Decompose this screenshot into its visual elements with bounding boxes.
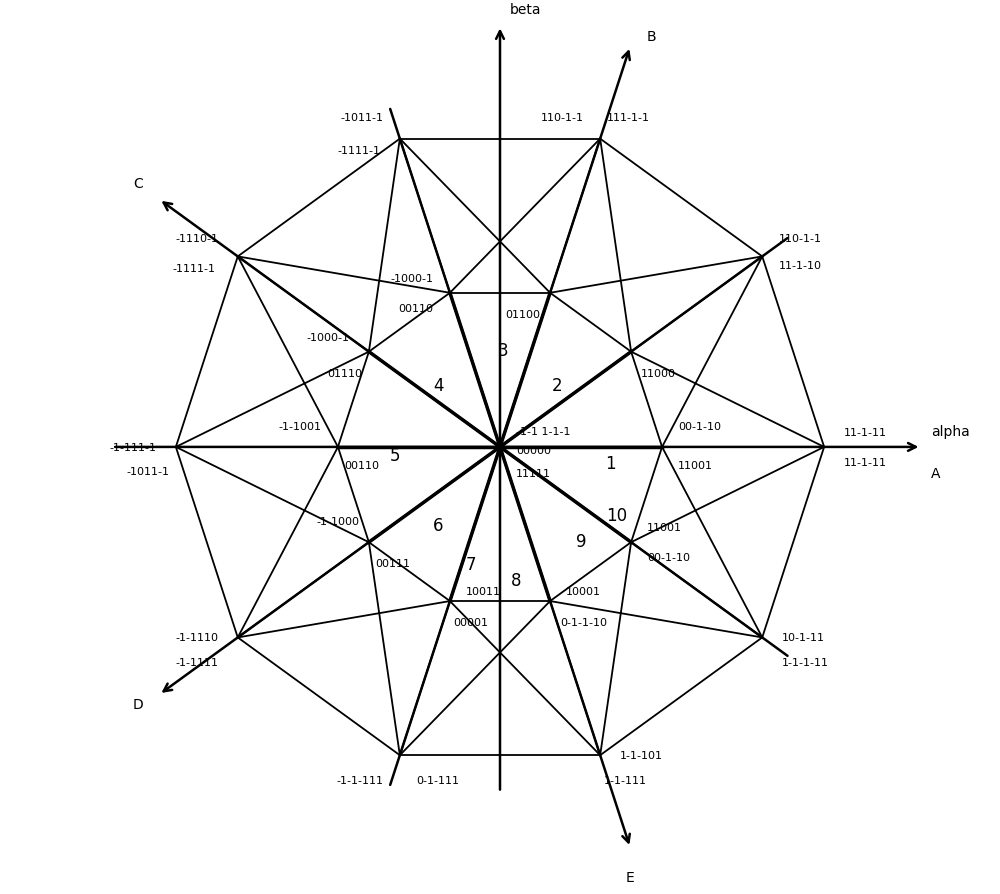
Text: 01110: 01110 [327, 368, 362, 378]
Text: 10001: 10001 [566, 586, 601, 596]
Text: 110-1-1: 110-1-1 [778, 234, 821, 244]
Text: 11000: 11000 [641, 368, 676, 378]
Text: 5: 5 [389, 446, 400, 465]
Text: 00110: 00110 [344, 460, 379, 470]
Text: 4: 4 [433, 377, 444, 395]
Text: -1-111-1: -1-111-1 [109, 443, 156, 452]
Text: 6: 6 [433, 516, 444, 534]
Text: -1-1111: -1-1111 [175, 657, 218, 667]
Text: -1-1 1-1-1: -1-1 1-1-1 [516, 426, 571, 436]
Text: B: B [646, 30, 656, 45]
Text: -1-1001: -1-1001 [279, 421, 322, 431]
Text: -1-1-111: -1-1-111 [337, 775, 384, 785]
Text: 1-1-1-11: 1-1-1-11 [782, 657, 829, 667]
Text: 11001: 11001 [678, 460, 713, 470]
Text: 0-1-1-10: 0-1-1-10 [560, 618, 607, 628]
Text: -1110-1: -1110-1 [175, 234, 218, 244]
Text: -1000-1: -1000-1 [306, 333, 349, 342]
Text: 10011: 10011 [466, 586, 501, 596]
Text: 1-1-101: 1-1-101 [620, 750, 663, 760]
Text: -1-1110: -1-1110 [175, 633, 218, 643]
Text: beta: beta [510, 3, 541, 17]
Text: A: A [931, 467, 941, 480]
Text: 10-1-11: 10-1-11 [782, 633, 825, 643]
Text: 11-1-11: 11-1-11 [844, 457, 887, 468]
Text: alpha: alpha [931, 425, 970, 438]
Text: 00-1-10: 00-1-10 [678, 421, 721, 431]
Text: D: D [132, 697, 143, 712]
Text: 0-1-111: 0-1-111 [416, 775, 459, 785]
Text: 11-1-11: 11-1-11 [844, 427, 887, 438]
Text: 1-1-111: 1-1-111 [603, 775, 646, 785]
Text: -1-1000: -1-1000 [316, 517, 359, 527]
Text: 00111: 00111 [375, 559, 410, 569]
Text: 2: 2 [551, 377, 562, 395]
Text: 00001: 00001 [453, 618, 488, 628]
Text: -1011-1: -1011-1 [126, 467, 169, 477]
Text: 11-1-10: 11-1-10 [778, 260, 821, 270]
Text: 10: 10 [606, 506, 627, 525]
Text: 00-1-10: 00-1-10 [647, 552, 690, 562]
Text: -1000-1: -1000-1 [391, 274, 434, 283]
Text: C: C [133, 177, 143, 190]
Text: 00000: 00000 [516, 446, 551, 456]
Text: 1: 1 [605, 455, 616, 473]
Text: 11111: 11111 [516, 468, 551, 478]
Text: 9: 9 [576, 532, 586, 551]
Text: 8: 8 [511, 571, 521, 589]
Text: E: E [626, 871, 635, 884]
Text: 11001: 11001 [647, 523, 682, 533]
Text: 111-1-1: 111-1-1 [607, 114, 650, 123]
Text: 3: 3 [498, 342, 509, 359]
Text: 7: 7 [466, 555, 476, 573]
Text: 00110: 00110 [399, 303, 434, 313]
Text: 01100: 01100 [505, 309, 540, 320]
Text: -1011-1: -1011-1 [341, 114, 384, 123]
Text: -1111-1: -1111-1 [172, 264, 215, 274]
Text: 110-1-1: 110-1-1 [541, 114, 584, 123]
Text: -1111-1: -1111-1 [337, 146, 380, 156]
